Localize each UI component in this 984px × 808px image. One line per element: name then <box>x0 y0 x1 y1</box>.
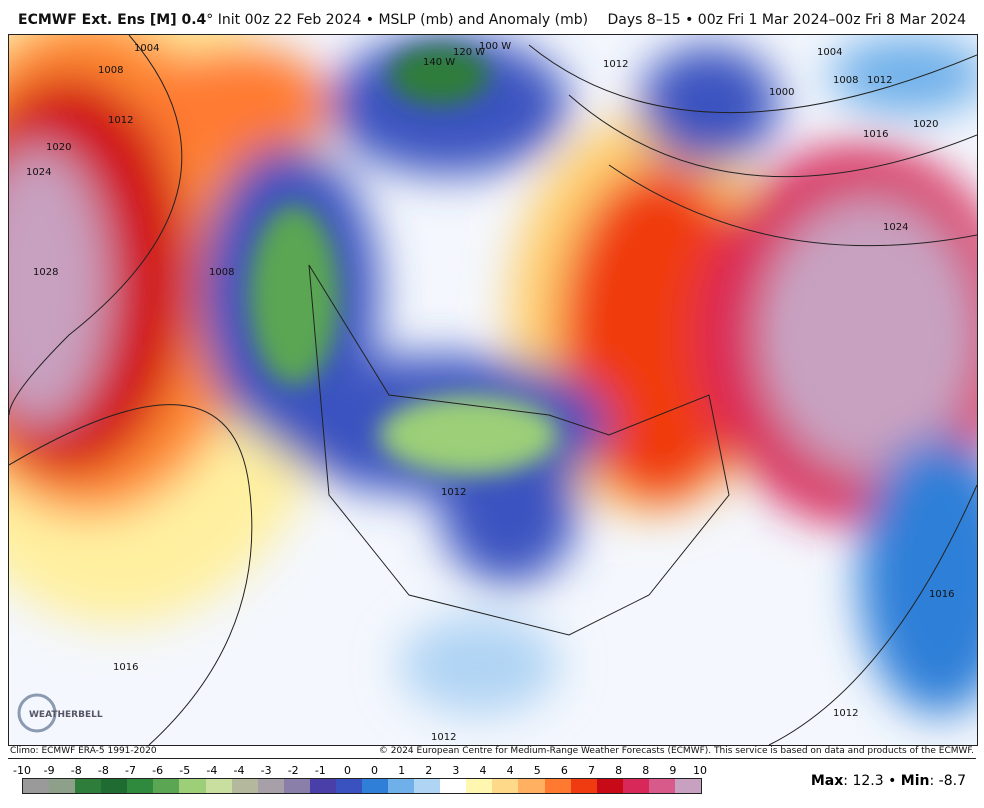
contour-label: 1012 <box>441 487 466 498</box>
weatherbell-logo: WEATHERBELL <box>17 693 103 733</box>
colorbar-swatch <box>335 779 363 793</box>
colorbar-tick: -7 <box>124 764 136 777</box>
colorbar-tick: -5 <box>179 764 191 777</box>
colorbar-swatch <box>49 779 76 793</box>
colorbar-swatch <box>257 779 284 793</box>
colorbar-tick: 9 <box>669 764 677 777</box>
colorbar-tick: -6 <box>152 764 164 777</box>
contour-label: 1012 <box>867 75 892 86</box>
contour-label: 1028 <box>33 267 58 278</box>
colorbar-swatch <box>648 779 675 793</box>
contour-label: 1016 <box>929 589 954 600</box>
contour-label: 100 W <box>479 41 511 52</box>
colorbar-tick: 0 <box>343 764 351 777</box>
colorbar-swatch <box>674 779 702 793</box>
colorbar-tick: -3 <box>260 764 272 777</box>
contour-label: 1008 <box>833 75 858 86</box>
contour-label: 120 W <box>453 47 485 58</box>
contour-labels: 1004 1008 1012 1020 1024 1028 1008 1012 … <box>26 41 954 743</box>
colorbar-swatch <box>570 779 597 793</box>
valid-range: Days 8–15 • 00z Fri 1 Mar 2024–00z Fri 8… <box>607 12 966 28</box>
colorbar-swatch <box>127 779 154 793</box>
colorbar-swatch <box>544 779 571 793</box>
anomaly-map: 1004 1008 1012 1020 1024 1028 1008 1012 … <box>8 34 978 746</box>
colorbar-tick: 8 <box>615 764 623 777</box>
contour-label: 1012 <box>603 59 628 70</box>
colorbar-tick: 8 <box>642 764 650 777</box>
contour-label: 1024 <box>26 167 51 178</box>
contour-label: 1012 <box>431 732 456 743</box>
colorbar-tick: 6 <box>560 764 568 777</box>
colorbar-tick: -9 <box>43 764 55 777</box>
contour-label: 1000 <box>769 87 794 98</box>
contour-label: 1012 <box>108 115 133 126</box>
colorbar-swatch <box>596 779 623 793</box>
contour-label: 1020 <box>913 119 938 130</box>
colorbar-tick: 4 <box>506 764 514 777</box>
colorbar-tick: -4 <box>233 764 245 777</box>
colorbar-swatch <box>518 779 545 793</box>
contour-label: 1012 <box>833 708 858 719</box>
max-min: Max: 12.3 • Min: -8.7 <box>810 773 966 789</box>
chart-title: ECMWF Ext. Ens [M] 0.4° Init 00z 22 Feb … <box>18 12 589 28</box>
colorbar-tick: 1 <box>398 764 406 777</box>
colorbar-tick: -2 <box>287 764 299 777</box>
colorbar-swatch <box>309 779 336 793</box>
colorbar-swatch <box>283 779 310 793</box>
colorbar-swatch <box>388 779 415 793</box>
colorbar-swatch <box>23 779 50 793</box>
colorbar-tick: 3 <box>452 764 460 777</box>
colorbar-swatch <box>466 779 493 793</box>
colorbar-tick: 2 <box>425 764 433 777</box>
colorbar-tick: -8 <box>70 764 82 777</box>
colorbar-swatch <box>492 779 519 793</box>
colorbar-tick: 0 <box>371 764 379 777</box>
contour-label: 1008 <box>209 267 234 278</box>
contour-label: 1008 <box>98 65 123 76</box>
colorbar-swatch <box>101 779 128 793</box>
colorbar-tick: 10 <box>693 764 707 777</box>
colorbar-swatch <box>75 779 102 793</box>
contour-label: 1004 <box>134 43 159 54</box>
colorbar-tick: 4 <box>479 764 487 777</box>
contour-label: 140 W <box>423 57 455 68</box>
contour-label: 1016 <box>863 129 888 140</box>
colorbar-swatch <box>414 779 441 793</box>
colorbar <box>22 778 702 794</box>
contour-label: 1004 <box>817 47 842 58</box>
contour-label: 1024 <box>883 222 908 233</box>
colorbar-tick: -4 <box>206 764 218 777</box>
colorbar-swatch <box>179 779 206 793</box>
colorbar-tick: -8 <box>97 764 109 777</box>
colorbar-swatch <box>205 779 232 793</box>
colorbar-tick: 5 <box>533 764 541 777</box>
colorbar-tick: -1 <box>314 764 326 777</box>
copyright: © 2024 European Centre for Medium-Range … <box>378 746 974 756</box>
colorbar-labels: -10 -9 -8 -8 -7 -6 -5 -4 -4 -3 -2 -1 0 0 1 2 3 4 4 5 6 7 8 8 9 10 <box>13 764 707 778</box>
divider <box>8 758 976 759</box>
colorbar-swatch <box>440 779 467 793</box>
colorbar-swatch <box>153 779 180 793</box>
climo-note: Climo: ECMWF ERA-5 1991-2020 <box>10 746 157 756</box>
colorbar-swatch <box>622 779 649 793</box>
colorbar-swatch <box>362 779 389 793</box>
contour-label: 1016 <box>113 662 138 673</box>
colorbar-tick: 7 <box>588 764 596 777</box>
contour-label: 1020 <box>46 142 71 153</box>
colorbar-swatch <box>231 779 258 793</box>
colorbar-tick: -10 <box>13 764 31 777</box>
svg-text:WEATHERBELL: WEATHERBELL <box>29 710 103 720</box>
